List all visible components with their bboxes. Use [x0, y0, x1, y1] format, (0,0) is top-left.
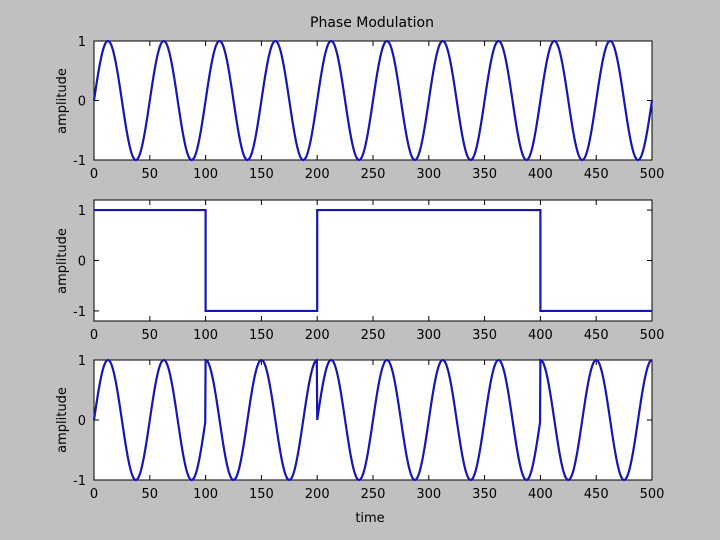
x-tick-label: 500 [640, 167, 665, 182]
y-tick-label: 0 [78, 255, 86, 270]
subplot-1: Phase Modulation amplitude 0 50 100 150 200 2… [55, 15, 664, 182]
y-tick-label: 1 [78, 35, 86, 50]
x-tick-label: 400 [528, 167, 553, 182]
x-tick-label: 200 [305, 328, 330, 343]
x-tick-label: 450 [584, 328, 609, 343]
y-tick-label: 0 [78, 95, 86, 110]
x-tick-label: 350 [472, 487, 497, 502]
x-tick-label: 200 [305, 487, 330, 502]
y-tick-label: -1 [73, 474, 86, 489]
x-tick-label: 0 [90, 167, 98, 182]
x-tick-label: 150 [249, 487, 274, 502]
ticks-1: 0 50 100 150 200 250 300 350 400 450 500 -1 0 1 [73, 35, 664, 182]
x-tick-label: 0 [90, 328, 98, 343]
axes-2-frame [93, 199, 653, 322]
y-tick-label: -1 [73, 154, 86, 169]
x-tick-label: 300 [416, 487, 441, 502]
x-tick-label: 100 [193, 328, 218, 343]
x-tick-label: 150 [249, 328, 274, 343]
ylabel-3: amplitude [55, 387, 70, 453]
y-tick-label: -1 [73, 305, 86, 320]
ylabel-1: amplitude [55, 68, 70, 134]
ticks-2: 0 50 100 150 200 250 300 350 400 450 500 -1 0 1 [73, 200, 664, 343]
x-tick-label: 450 [584, 487, 609, 502]
x-tick-label: 100 [193, 487, 218, 502]
ticks-3: 0 50 100 150 200 250 300 350 400 450 500 -1 0 1 [73, 354, 664, 502]
chart-title: Phase Modulation [310, 15, 434, 31]
subplot-2: amplitude 0 50 100 150 200 250 300 350 400 450 500… [55, 199, 664, 343]
x-tick-label: 100 [193, 167, 218, 182]
x-tick-label: 400 [528, 487, 553, 502]
x-tick-label: 450 [584, 167, 609, 182]
x-tick-label: 250 [361, 328, 386, 343]
series-line-3 [92, 358, 653, 482]
x-tick-label: 150 [249, 167, 274, 182]
y-tick-label: 1 [78, 204, 86, 219]
xlabel-3: time [355, 511, 384, 526]
y-tick-label: 0 [78, 414, 86, 429]
x-tick-label: 50 [142, 167, 159, 182]
subplot-3: amplitude 0 50 100 150 200 250 300 350 400 450 500… [55, 354, 664, 526]
x-tick-label: 50 [142, 328, 159, 343]
x-tick-label: 200 [305, 167, 330, 182]
x-tick-label: 500 [640, 328, 665, 343]
x-tick-label: 300 [416, 167, 441, 182]
x-tick-label: 250 [361, 487, 386, 502]
series-line-2 [94, 208, 652, 313]
x-tick-label: 0 [90, 487, 98, 502]
series-line-1 [92, 39, 654, 162]
x-tick-label: 400 [528, 328, 553, 343]
x-tick-label: 50 [142, 487, 159, 502]
ylabel-2: amplitude [55, 228, 70, 294]
x-tick-label: 250 [361, 167, 386, 182]
x-tick-label: 300 [416, 328, 441, 343]
x-tick-label: 350 [472, 328, 497, 343]
y-tick-label: 1 [78, 354, 86, 369]
x-tick-label: 500 [640, 487, 665, 502]
x-tick-label: 350 [472, 167, 497, 182]
